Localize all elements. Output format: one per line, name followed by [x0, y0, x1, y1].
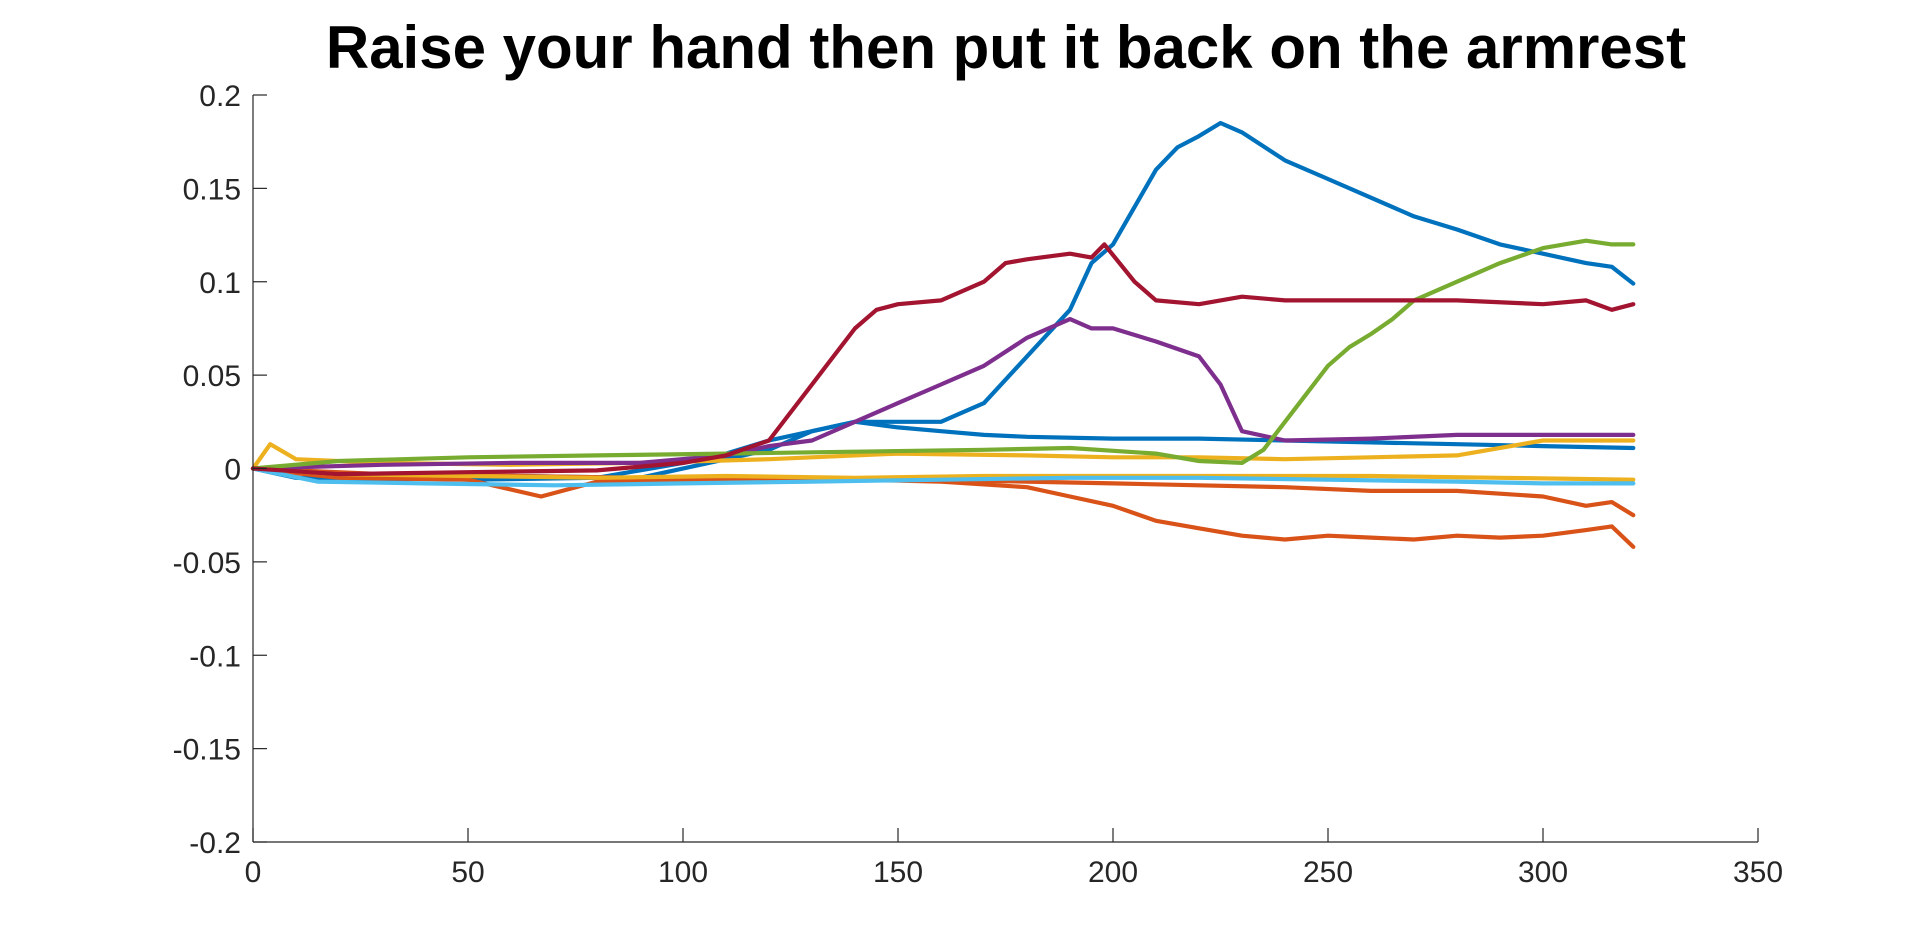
x-tick-label: 300 — [1518, 856, 1568, 889]
axes — [252, 95, 1758, 843]
series-line-9 — [250, 466, 1636, 488]
x-tick-label: 50 — [451, 856, 484, 889]
ticks: 0 50 100 150 200 250 300 350 0.2 0.15 0.1 0.05 0 -0.0… — [173, 80, 1783, 889]
series-line-3 — [250, 466, 1636, 550]
y-tick-label: -0.15 — [173, 734, 241, 767]
series-line-7 — [250, 317, 1636, 471]
x-tick-label: 0 — [245, 856, 262, 889]
y-tick-label: 0.1 — [199, 267, 241, 300]
y-tick-label: 0.15 — [183, 173, 241, 206]
x-tick-label: 200 — [1088, 856, 1138, 889]
y-tick-label: -0.1 — [189, 640, 241, 673]
x-tick-label: 250 — [1303, 856, 1353, 889]
y-tick-label: 0.2 — [199, 80, 241, 113]
series-line-6 — [250, 466, 1636, 482]
series-line-1 — [250, 120, 1636, 482]
y-tick-label: -0.2 — [189, 827, 241, 860]
y-tick-label: 0 — [224, 454, 241, 487]
chart-title: Raise your hand then put it back on the … — [326, 14, 1686, 81]
x-tick-label: 100 — [658, 856, 708, 889]
series-line-10 — [250, 242, 1636, 477]
x-tick-label: 350 — [1733, 856, 1783, 889]
x-tick-label: 150 — [873, 856, 923, 889]
y-tick-label: 0.05 — [183, 360, 241, 393]
series-layer — [250, 120, 1636, 550]
y-tick-label: -0.05 — [173, 547, 241, 580]
series-line-8 — [250, 238, 1636, 471]
